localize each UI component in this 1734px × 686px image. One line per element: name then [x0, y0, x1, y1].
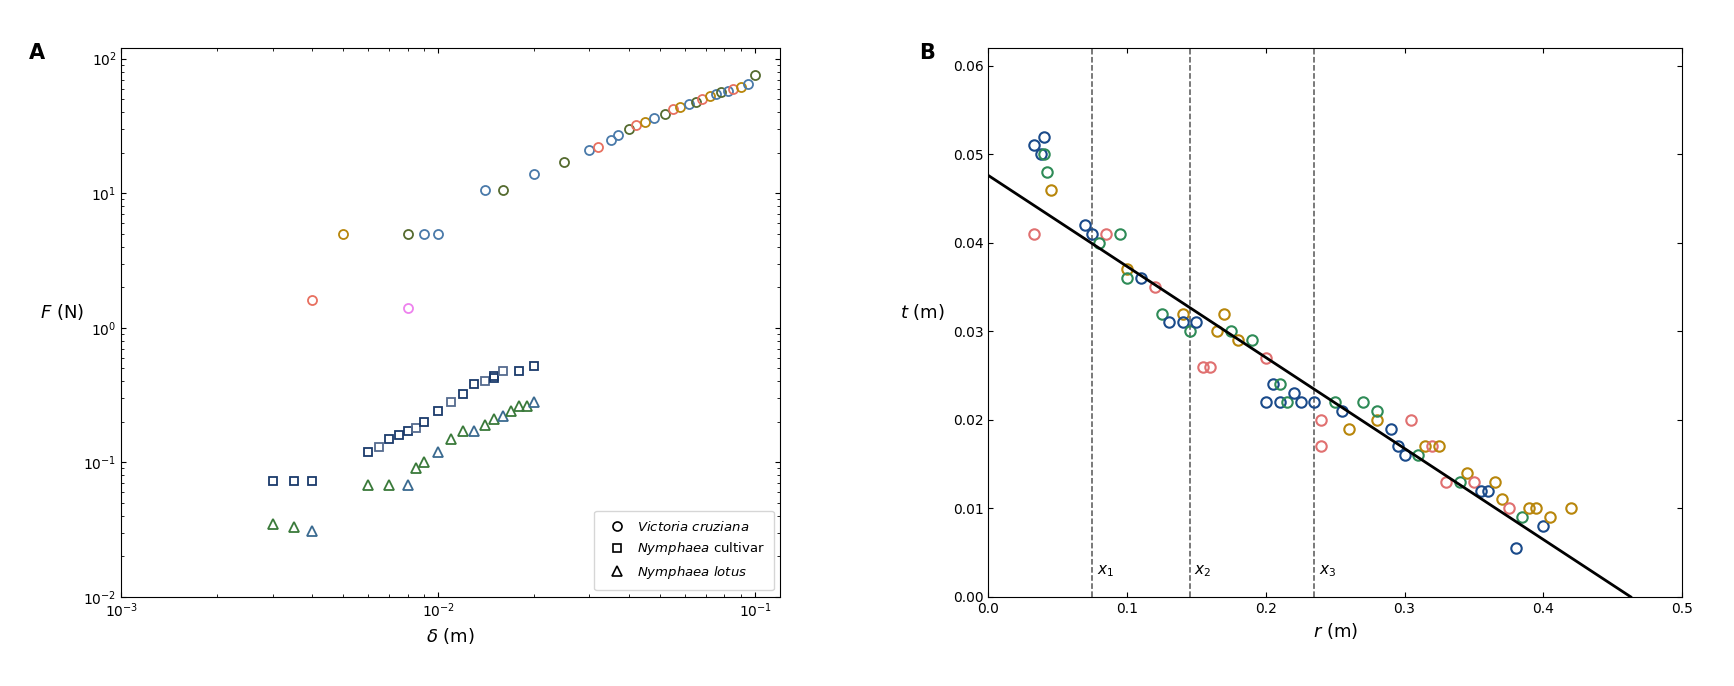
Text: B: B [919, 43, 935, 62]
Text: $x_2$: $x_2$ [1193, 563, 1210, 579]
Text: A: A [29, 43, 45, 62]
Y-axis label: $F$ (N): $F$ (N) [40, 303, 85, 322]
X-axis label: $r$ (m): $r$ (m) [1313, 622, 1358, 641]
Y-axis label: $t$ (m): $t$ (m) [900, 303, 945, 322]
Text: $x_3$: $x_3$ [1318, 563, 1335, 579]
Legend: $\it{Victoria}$ $\it{cruziana}$, $\it{Nymphaea}$ cultivar, $\it{Nymphaea}$ $\it{: $\it{Victoria}$ $\it{cruziana}$, $\it{Ny… [595, 510, 773, 590]
X-axis label: $\delta$ (m): $\delta$ (m) [427, 626, 475, 646]
Text: $x_1$: $x_1$ [1096, 563, 1113, 579]
